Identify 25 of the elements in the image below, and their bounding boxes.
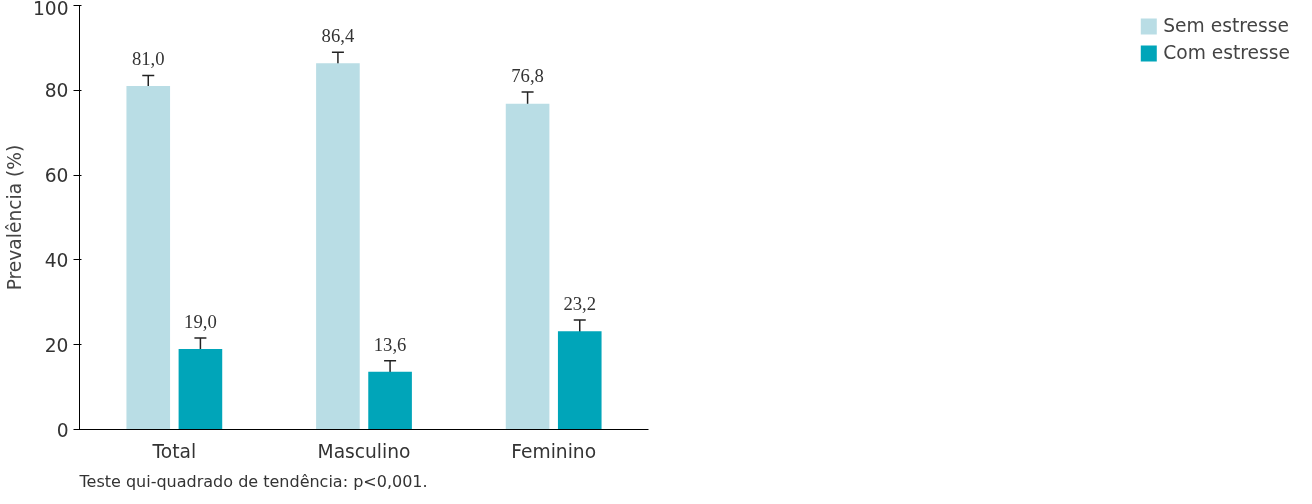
legend-label: Com estresse bbox=[1163, 42, 1290, 63]
y-axis-title: Prevalência (%) bbox=[3, 144, 25, 291]
data-label: 86,4 bbox=[321, 25, 355, 47]
y-tick-label: 20 bbox=[44, 334, 69, 356]
data-label: 76,8 bbox=[511, 65, 544, 86]
y-tick-label: 60 bbox=[44, 165, 69, 187]
text: Teste qui-quadrado de tendência: p<0,001. bbox=[78, 471, 428, 491]
bar bbox=[505, 103, 550, 430]
bar bbox=[557, 331, 602, 430]
data-label: 13,6 bbox=[373, 333, 407, 355]
y-tick-label: 80 bbox=[44, 80, 69, 102]
bar bbox=[368, 371, 412, 430]
x-tick-label: Total bbox=[151, 440, 197, 462]
y-tick-label: 100 bbox=[32, 0, 69, 19]
bar bbox=[316, 63, 360, 430]
data-label: 23,2 bbox=[563, 293, 597, 315]
legend-label: Sem estresse bbox=[1163, 15, 1289, 36]
y-tick-label: 40 bbox=[44, 249, 69, 271]
bar bbox=[178, 348, 223, 430]
x-tick-label: Masculino bbox=[317, 440, 411, 462]
y-tick-label: 0 bbox=[56, 419, 69, 441]
data-label: 19,0 bbox=[184, 310, 217, 332]
x-tick-label: Feminino bbox=[511, 440, 597, 462]
bar bbox=[126, 86, 171, 430]
data-label: 81,0 bbox=[131, 48, 165, 70]
